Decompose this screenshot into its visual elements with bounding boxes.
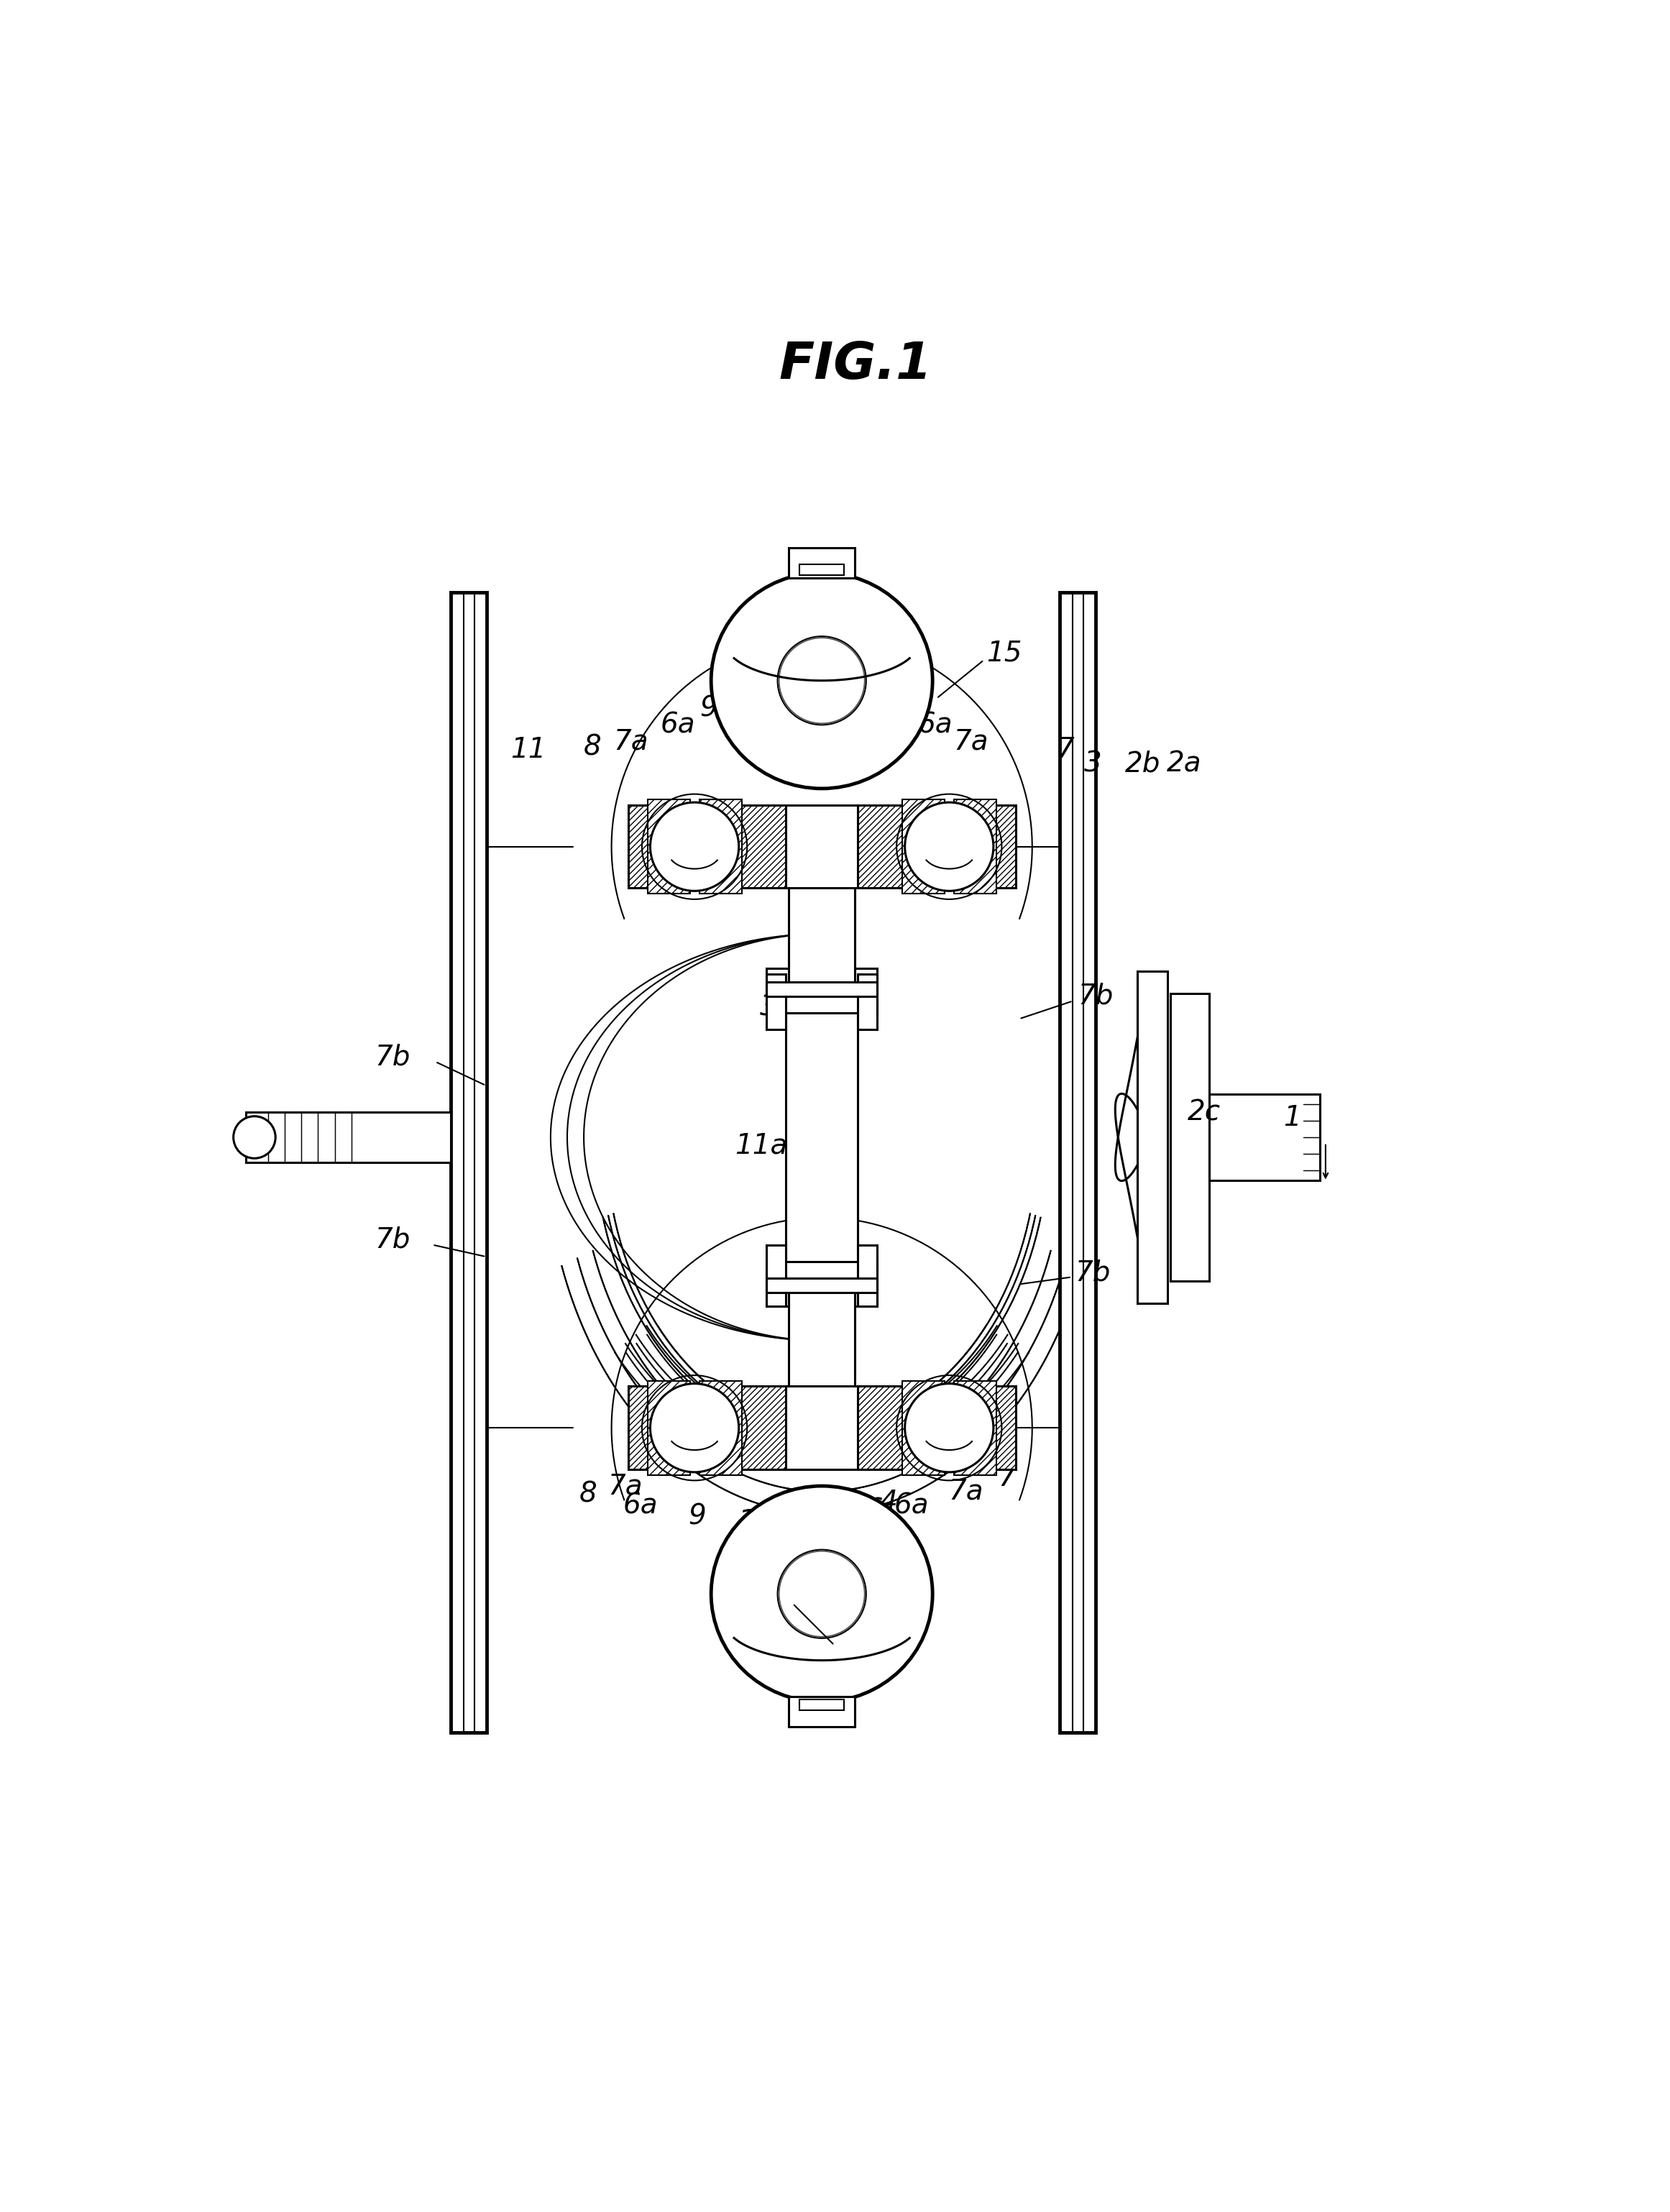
Bar	[788, 549, 855, 577]
Bar	[788, 1697, 855, 1728]
Bar	[1171, 993, 1209, 1281]
Bar	[1137, 971, 1167, 1303]
Text: 7a: 7a	[613, 728, 648, 754]
Bar	[788, 885, 855, 989]
Text: 7: 7	[1057, 737, 1074, 763]
Bar	[858, 1245, 877, 1305]
Text: 4: 4	[888, 717, 905, 743]
Text: 7b: 7b	[376, 1225, 411, 1254]
Bar	[1060, 593, 1096, 1732]
Bar	[787, 1387, 858, 1469]
Text: 10: 10	[760, 692, 795, 719]
Text: 6a: 6a	[893, 1491, 929, 1520]
Text: 4: 4	[880, 1489, 897, 1515]
Circle shape	[650, 1382, 738, 1473]
Bar	[902, 799, 945, 894]
Bar	[1209, 1095, 1319, 1181]
Bar	[767, 982, 877, 995]
Bar	[767, 1279, 877, 1292]
Bar	[902, 1380, 945, 1475]
Text: 9: 9	[700, 695, 716, 721]
Text: 7a: 7a	[608, 1473, 643, 1500]
Bar	[451, 593, 488, 1732]
Bar	[700, 1380, 741, 1475]
Text: 6a: 6a	[660, 712, 695, 739]
Text: 12: 12	[314, 1133, 349, 1159]
Text: 7b: 7b	[1079, 982, 1114, 1009]
Bar	[787, 973, 858, 1301]
Circle shape	[778, 1551, 867, 1639]
Text: 7: 7	[999, 1464, 1015, 1491]
Text: 2a: 2a	[1167, 750, 1202, 776]
Bar	[648, 1380, 690, 1475]
Circle shape	[905, 1382, 994, 1473]
Bar	[788, 1287, 855, 1389]
Bar	[767, 969, 877, 1013]
Circle shape	[234, 1117, 276, 1159]
Text: 8: 8	[579, 1480, 598, 1509]
Text: 3a: 3a	[760, 993, 795, 1022]
Bar	[648, 799, 690, 894]
Text: 7b: 7b	[376, 1044, 411, 1071]
Ellipse shape	[711, 573, 932, 787]
Text: 9: 9	[688, 1502, 706, 1531]
Bar	[800, 1699, 843, 1710]
Text: 10: 10	[738, 1509, 773, 1535]
Text: 15: 15	[832, 1641, 867, 1668]
Text: 11: 11	[511, 737, 546, 763]
Circle shape	[778, 637, 867, 726]
Text: 7a: 7a	[949, 1478, 984, 1504]
Bar	[628, 1387, 787, 1469]
Bar	[700, 799, 741, 894]
Bar	[767, 1261, 877, 1305]
Bar	[787, 805, 858, 889]
Bar	[767, 1245, 787, 1305]
Ellipse shape	[711, 1486, 932, 1701]
Text: 6: 6	[868, 728, 887, 754]
Bar	[954, 1380, 997, 1475]
Text: 7a: 7a	[954, 728, 989, 754]
Bar	[245, 1113, 451, 1161]
Circle shape	[650, 803, 738, 891]
Text: 6a: 6a	[919, 712, 954, 739]
Text: 15: 15	[987, 639, 1022, 666]
Text: 2b: 2b	[1126, 750, 1161, 776]
Text: 6a: 6a	[623, 1491, 658, 1520]
Bar	[767, 973, 787, 1029]
Text: 5: 5	[800, 1509, 817, 1535]
Bar	[800, 564, 843, 575]
Text: 8: 8	[583, 734, 601, 761]
Text: 2c: 2c	[1187, 1099, 1221, 1126]
Text: 11a: 11a	[735, 1133, 787, 1159]
Text: 3: 3	[1084, 750, 1102, 776]
Text: 7b: 7b	[1075, 1259, 1111, 1287]
Bar	[628, 805, 787, 889]
Bar	[954, 799, 997, 894]
Text: 1: 1	[1284, 1104, 1301, 1133]
Bar	[858, 973, 877, 1029]
Text: 5: 5	[823, 692, 842, 719]
Text: FIG.1: FIG.1	[778, 341, 932, 389]
Text: 6: 6	[865, 1498, 883, 1524]
Bar	[858, 805, 1015, 889]
Circle shape	[905, 803, 994, 891]
Bar	[858, 1387, 1015, 1469]
